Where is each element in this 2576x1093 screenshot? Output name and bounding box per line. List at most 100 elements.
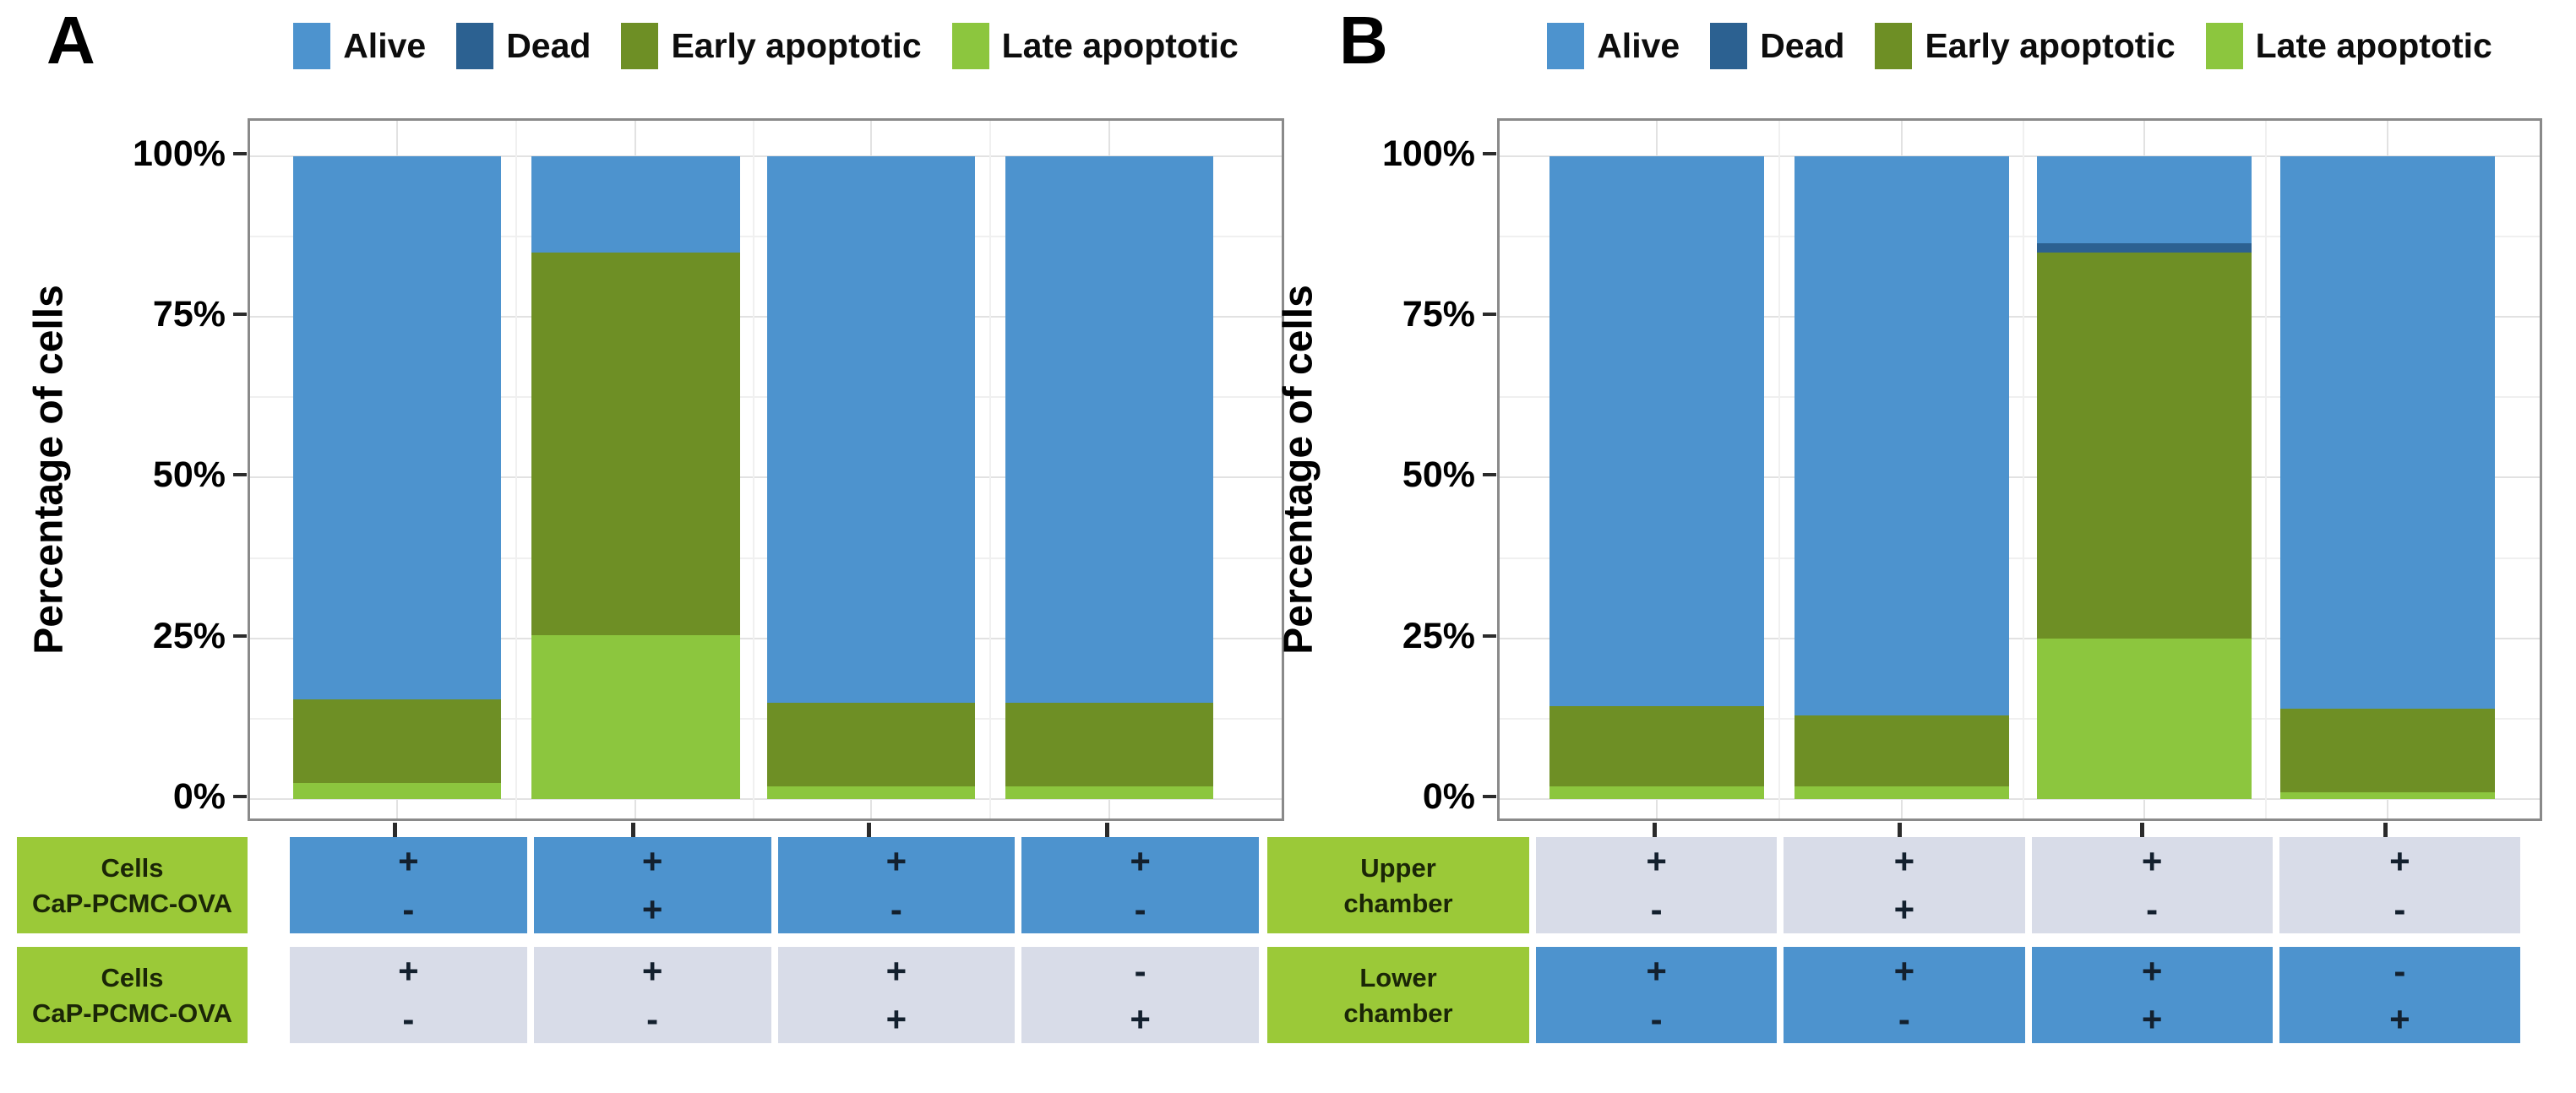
condition-sign: - <box>1650 889 1663 929</box>
xtick-mark <box>866 823 871 837</box>
table-header-cell: Lower chamber <box>1267 947 1529 1043</box>
legend-b: Alive Dead Early apoptotic Late apoptotic <box>1497 17 2542 74</box>
ytick-label: 75% <box>152 294 226 335</box>
xtick-mark <box>393 823 398 837</box>
condition-sign: + <box>885 998 907 1039</box>
condition-sign: + <box>641 950 663 991</box>
legend-swatch-dead <box>1710 22 1748 69</box>
panel-letter-b: B <box>1339 3 1389 78</box>
table-header-line: CaP-PCMC-OVA <box>31 998 233 1028</box>
table-cell: + - <box>2031 837 2273 933</box>
table-header-line: Cells <box>101 852 164 883</box>
legend-swatch-alive <box>1547 22 1585 69</box>
xtick-mark <box>1105 823 1110 837</box>
bar-segment-late_apoptotic-lane-3 <box>2037 638 2252 799</box>
table-header-cell: Cells CaP-PCMC-OVA <box>17 947 248 1043</box>
table-header-line: chamber <box>1343 998 1453 1028</box>
gridline-vertical-minor <box>2265 121 2268 818</box>
condition-sign: + <box>2141 950 2163 991</box>
gridline-major <box>250 476 1282 479</box>
condition-sign: + <box>1893 840 1915 881</box>
condition-sign: + <box>1130 840 1151 881</box>
gridline-minor <box>250 557 1282 559</box>
plot-area-a <box>248 118 1284 821</box>
legend-label: Early apoptotic <box>671 25 922 65</box>
bar-segment-late_apoptotic-lane-2 <box>531 634 740 799</box>
legend-a: Alive Dead Early apoptotic Late apoptotic <box>248 17 1284 74</box>
condition-sign: + <box>1893 950 1915 991</box>
ytick-label: 75% <box>1402 294 1475 335</box>
legend-label: Late apoptotic <box>2255 25 2492 65</box>
condition-sign: + <box>885 950 907 991</box>
gridline-major <box>1500 155 2540 157</box>
condition-sign: - <box>2394 889 2406 929</box>
gridline-major <box>1500 798 2540 800</box>
bar-segment-early_apoptotic-lane-4 <box>2280 709 2496 793</box>
bar-segment-late_apoptotic-lane-3 <box>766 786 976 799</box>
table-header-line: chamber <box>1343 888 1453 918</box>
ytick-mark <box>1483 795 1496 798</box>
table-cell: + - <box>777 837 1016 933</box>
table-header-line: CaP-PCMC-OVA <box>31 888 233 918</box>
condition-sign: + <box>1893 889 1915 929</box>
bar-segment-alive-lane-4 <box>1005 155 1214 703</box>
bar-segment-early_apoptotic-lane-2 <box>531 252 740 635</box>
bar-segment-alive-lane-4 <box>2280 155 2496 710</box>
table-cell: - + <box>2279 947 2520 1043</box>
bar-segment-alive-lane-1 <box>1549 155 1764 706</box>
table-cell: + - <box>533 947 771 1043</box>
legend-item-late_apoptotic: Late apoptotic <box>951 22 1239 69</box>
gridline-major <box>1500 476 2540 479</box>
gridline-minor <box>250 717 1282 720</box>
xtick-mark <box>2383 823 2388 837</box>
legend-label: Dead <box>506 25 591 65</box>
y-axis-title-b: Percentage of cells <box>1276 285 1321 655</box>
legend-label: Dead <box>1760 25 1845 65</box>
bar-segment-early_apoptotic-lane-4 <box>1005 702 1214 786</box>
gridline-major <box>250 798 1282 800</box>
legend-swatch-early_apoptotic <box>621 22 659 69</box>
legend-item-alive: Alive <box>293 22 426 69</box>
xtick-mark <box>1652 823 1657 837</box>
gridline-vertical-minor <box>2022 121 2024 818</box>
ytick-label: 50% <box>152 454 226 496</box>
ytick-mark <box>233 795 247 798</box>
bar-segment-late_apoptotic-lane-2 <box>1794 786 2010 799</box>
condition-sign: + <box>641 889 663 929</box>
ytick-mark <box>1483 151 1496 155</box>
legend-swatch-dead <box>456 22 494 69</box>
ytick-label: 25% <box>1402 615 1475 656</box>
legend-swatch-late_apoptotic <box>951 22 989 69</box>
bar-segment-early_apoptotic-lane-2 <box>1794 715 2010 786</box>
panel-b: B Alive Dead Early apoptotic Late apoptotic… <box>1250 0 2576 1093</box>
condition-sign: + <box>1646 950 1667 991</box>
table-cell: + + <box>1784 837 2025 933</box>
legend-label: Early apoptotic <box>1925 25 2176 65</box>
xtick-mark <box>631 823 636 837</box>
panel-letter-a: A <box>46 3 96 78</box>
legend-label: Late apoptotic <box>1001 25 1239 65</box>
legend-swatch-early_apoptotic <box>1875 22 1913 69</box>
legend-item-early_apoptotic: Early apoptotic <box>1875 22 2176 69</box>
table-cell: + + <box>533 837 771 933</box>
gridline-major <box>1500 637 2540 639</box>
bar-segment-late_apoptotic-lane-1 <box>1549 786 1764 799</box>
gridline-vertical-minor <box>752 121 754 818</box>
condition-sign: + <box>885 840 907 881</box>
plot-area-b <box>1497 118 2542 821</box>
ytick-label: 100% <box>1382 133 1475 174</box>
ytick-mark <box>233 634 247 638</box>
bar-segment-alive-lane-1 <box>293 155 502 699</box>
legend-item-dead: Dead <box>456 22 591 69</box>
gridline-vertical-minor <box>1778 121 1780 818</box>
table-cell: + - <box>290 947 527 1043</box>
table-cell: + - <box>290 837 527 933</box>
bar-segment-alive-lane-3 <box>2037 155 2252 243</box>
gridline-major <box>250 155 1282 157</box>
condition-sign: + <box>398 840 419 881</box>
condition-sign: + <box>2141 840 2163 881</box>
legend-item-alive: Alive <box>1547 22 1680 69</box>
condition-sign: + <box>398 950 419 991</box>
table-cell: + - <box>2279 837 2520 933</box>
bar-segment-late_apoptotic-lane-1 <box>293 782 502 799</box>
